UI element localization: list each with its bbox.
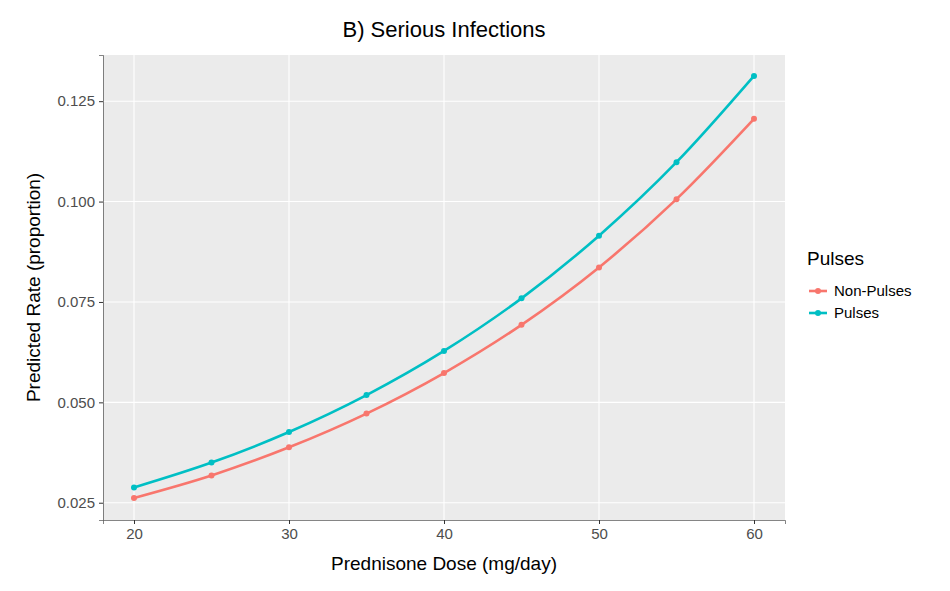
tick-label: 20 <box>126 525 143 542</box>
data-area <box>131 73 757 501</box>
plot: 20 30 40 50 60 0.025 0.050 0.075 0.100 0.125 <box>57 55 785 542</box>
grid-line-x <box>443 55 444 520</box>
series-point <box>751 73 757 79</box>
tick-label: 0.050 <box>57 394 95 411</box>
tick-label: 0.100 <box>57 193 95 210</box>
tick: 0.050 <box>57 394 103 411</box>
tick: 20 <box>126 520 143 542</box>
tick: 0.100 <box>57 193 103 210</box>
tick-mark <box>99 302 103 303</box>
series-point <box>441 370 447 376</box>
plot-background <box>103 55 785 520</box>
series-point <box>286 444 292 450</box>
grid-line-y <box>103 502 785 503</box>
tick-mark <box>99 402 103 403</box>
tick: 0.075 <box>57 293 103 310</box>
series-point <box>519 295 525 301</box>
axis-line <box>104 521 786 525</box>
tick-mark <box>289 520 290 524</box>
series-point <box>519 322 525 328</box>
legend: Pulses Non-Pulses Pulses <box>807 248 912 321</box>
title: B) Serious Infections <box>343 17 546 42</box>
tick-label: 60 <box>746 525 763 542</box>
grid <box>103 55 785 520</box>
tick-label: 0.075 <box>57 293 95 310</box>
tick-label: 40 <box>436 525 453 542</box>
series-point <box>131 495 137 501</box>
tick: 60 <box>746 520 763 542</box>
legend-label: Pulses <box>834 304 879 321</box>
series-point <box>209 460 215 466</box>
series-point <box>209 472 215 478</box>
tick-mark <box>444 520 445 524</box>
x-axis-title: Prednisone Dose (mg/day) <box>331 553 557 574</box>
tick-label: 0.125 <box>57 92 95 109</box>
y-axis-title: Predicted Rate (proportion) <box>23 173 44 402</box>
tick-mark <box>134 520 135 524</box>
series-point <box>674 196 680 202</box>
series-point <box>286 429 292 435</box>
tick-mark <box>99 503 103 504</box>
tick-mark <box>99 202 103 203</box>
grid-line-x <box>753 55 754 520</box>
legend-marker <box>815 310 821 316</box>
legend-label: Non-Pulses <box>834 282 912 299</box>
tick: 0.025 <box>57 494 103 511</box>
tick: 50 <box>591 520 608 542</box>
tick-mark <box>754 520 755 524</box>
series-line <box>134 76 754 488</box>
grid-line-x <box>598 55 599 520</box>
chart: 20 30 40 50 60 0.025 0.050 0.075 0.100 0.125 B) Se… <box>0 0 950 591</box>
legend-item: Non-Pulses <box>809 282 912 299</box>
tick-label: 0.025 <box>57 494 95 511</box>
axis-line <box>99 56 104 521</box>
series-point <box>441 348 447 354</box>
tick-mark <box>99 101 103 102</box>
tick: 0.125 <box>57 92 103 109</box>
tick-label: 50 <box>591 525 608 542</box>
series-point <box>596 264 602 270</box>
series-point <box>596 233 602 239</box>
series-point <box>674 159 680 165</box>
x-axis: 20 30 40 50 60 <box>104 520 786 542</box>
series-point <box>131 484 137 490</box>
grid-line-y <box>103 402 785 403</box>
series-point <box>751 116 757 122</box>
tick-label: 30 <box>281 525 298 542</box>
tick: 30 <box>281 520 298 542</box>
grid-line-y <box>103 101 785 102</box>
grid-line-y <box>103 201 785 202</box>
grid-line-y <box>103 301 785 302</box>
y-axis: 0.025 0.050 0.075 0.100 0.125 <box>57 56 103 521</box>
legend-title: Pulses <box>807 248 864 269</box>
tick-mark <box>599 520 600 524</box>
tick: 40 <box>436 520 453 542</box>
legend-marker <box>815 288 821 294</box>
series-point <box>364 411 370 417</box>
grid-line-x <box>133 55 134 520</box>
series-line <box>134 119 754 498</box>
legend-item: Pulses <box>809 304 879 321</box>
series-point <box>364 392 370 398</box>
